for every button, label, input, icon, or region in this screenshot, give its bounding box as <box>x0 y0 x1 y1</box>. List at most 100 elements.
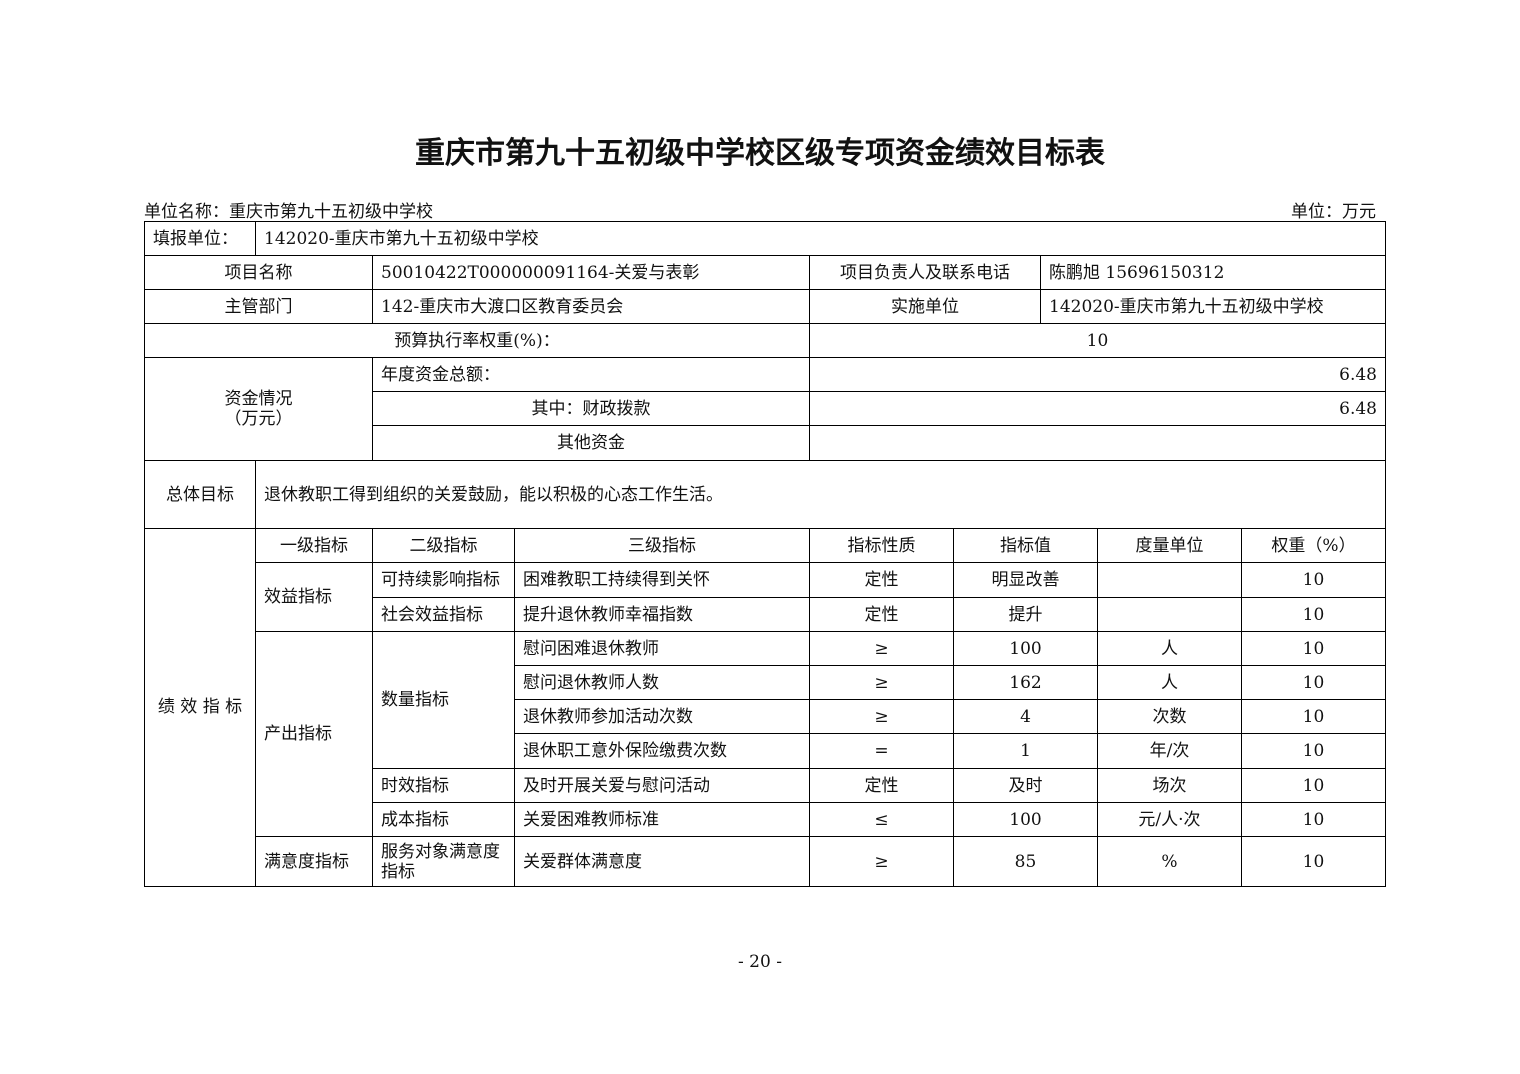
fill-unit-value: 142020-重庆市第九十五初级中学校 <box>255 221 1386 256</box>
unit-name: 单位名称：重庆市第九十五初级中学校 <box>144 202 433 222</box>
impl-label: 实施单位 <box>809 289 1041 324</box>
table-row: 成本指标 关爱困难教师标准 ≤100 元/人·次 10 <box>145 802 1386 837</box>
header-l2: 二级指标 <box>372 528 515 563</box>
table-row: 社会效益指标 提升退休教师幸福指数 定性 提升 10 <box>145 597 1386 632</box>
goal-label: 总体目标 <box>144 460 256 529</box>
weight-cell: 10 <box>1241 631 1386 666</box>
other-value <box>809 425 1386 461</box>
l3-cell: 困难教职工持续得到关怀 <box>514 562 810 598</box>
project-name-label: 项目名称 <box>144 255 373 290</box>
dept-label: 主管部门 <box>144 289 373 324</box>
unit-cell: 次数 <box>1097 699 1242 734</box>
perf-label: 绩 效 指 标 <box>144 528 256 887</box>
nature-cell: ≥ <box>809 631 954 666</box>
funds-label: 资金情况 <box>224 389 293 409</box>
value-cell: 1 <box>953 733 1098 769</box>
unit-cell: % <box>1097 836 1242 887</box>
header-value: 指标值 <box>953 528 1098 563</box>
weight-cell: 10 <box>1241 733 1386 769</box>
contact-value: 陈鹏旭 15696150312 <box>1040 255 1386 290</box>
l3-cell: 提升退休教师幸福指数 <box>514 597 810 632</box>
group-l2: 社会效益指标 <box>372 597 515 632</box>
l3-cell: 及时开展关爱与慰问活动 <box>514 768 810 803</box>
nature-cell: 定性 <box>809 562 954 598</box>
table-row: 退休教师参加活动次数 ≥4 次数 10 <box>145 699 1386 734</box>
nature-cell: ≥ <box>809 665 954 700</box>
other-label: 其他资金 <box>372 425 810 461</box>
page-title: 重庆市第九十五初级中学校区级专项资金绩效目标表 <box>415 136 1105 171</box>
unit-cell: 人 <box>1097 665 1242 700</box>
value-cell: 100 <box>953 802 1098 837</box>
group-l2: 可持续影响指标 <box>372 562 515 598</box>
weight-cell: 10 <box>1241 562 1386 598</box>
funds-label-cell: 资金情况 （万元） <box>144 357 373 461</box>
unit-cell <box>1097 597 1242 632</box>
value-cell: 4 <box>953 699 1098 734</box>
dept-value: 142-重庆市大渡口区教育委员会 <box>372 289 810 324</box>
l3-cell: 慰问困难退休教师 <box>514 631 810 666</box>
l3-cell: 关爱困难教师标准 <box>514 802 810 837</box>
group-l2: 时效指标 <box>372 768 515 803</box>
group-l1: 满意度指标 <box>255 836 373 887</box>
weight-cell: 10 <box>1241 699 1386 734</box>
header-weight: 权重（%） <box>1241 528 1386 563</box>
nature-cell: 定性 <box>809 768 954 803</box>
l3-cell: 退休教师参加活动次数 <box>514 699 810 734</box>
value-cell: 162 <box>953 665 1098 700</box>
fiscal-value: 6.48 <box>809 391 1386 426</box>
header-nature: 指标性质 <box>809 528 954 563</box>
group-l1: 效益指标 <box>255 562 373 632</box>
nature-cell: 定性 <box>809 597 954 632</box>
unit-measure: 单位：万元 <box>1291 202 1376 222</box>
funds-unit: （万元） <box>224 409 293 429</box>
annual-total-label: 年度资金总额： <box>372 357 810 392</box>
header-l3: 三级指标 <box>514 528 810 563</box>
page-number: - 20 - <box>738 952 782 972</box>
nature-cell: = <box>809 733 954 769</box>
group-l2: 成本指标 <box>372 802 515 837</box>
goal-value: 退休教职工得到组织的关爱鼓励，能以积极的心态工作生活。 <box>255 460 1386 529</box>
value-cell: 明显改善 <box>953 562 1098 598</box>
project-name-value: 50010422T000000091164-关爱与表彰 <box>372 255 810 290</box>
value-cell: 及时 <box>953 768 1098 803</box>
unit-cell: 年/次 <box>1097 733 1242 769</box>
table-row: 慰问退休教师人数 ≥162 人 10 <box>145 665 1386 700</box>
group-l2: 服务对象满意度指标 <box>372 836 515 887</box>
value-cell: 提升 <box>953 597 1098 632</box>
fiscal-label: 其中：财政拨款 <box>372 391 810 426</box>
budget-rate-value: 10 <box>809 323 1386 358</box>
nature-cell: ≥ <box>809 699 954 734</box>
group-l2: 数量指标 <box>372 631 515 769</box>
header-unit: 度量单位 <box>1097 528 1242 563</box>
table-row: 时效指标 及时开展关爱与慰问活动 定性 及时 场次 10 <box>145 768 1386 803</box>
group-l1: 产出指标 <box>255 631 373 837</box>
unit-cell: 场次 <box>1097 768 1242 803</box>
unit-cell: 元/人·次 <box>1097 802 1242 837</box>
unit-cell: 人 <box>1097 631 1242 666</box>
performance-table: 填报单位： 142020-重庆市第九十五初级中学校 项目名称 50010422T… <box>144 221 1386 887</box>
l3-cell: 关爱群体满意度 <box>514 836 810 887</box>
weight-cell: 10 <box>1241 665 1386 700</box>
annual-total-value: 6.48 <box>809 357 1386 392</box>
weight-cell: 10 <box>1241 597 1386 632</box>
table-row: 效益指标 可持续影响指标 困难教职工持续得到关怀 定性 明显改善 10 <box>145 562 1386 632</box>
fill-unit-label: 填报单位： <box>144 221 256 256</box>
contact-label: 项目负责人及联系电话 <box>809 255 1041 290</box>
unit-cell <box>1097 562 1242 598</box>
table-row: 退休职工意外保险缴费次数 = 1 年/次 10 <box>145 733 1386 769</box>
weight-cell: 10 <box>1241 802 1386 837</box>
nature-cell: ≤ <box>809 802 954 837</box>
l3-cell: 慰问退休教师人数 <box>514 665 810 700</box>
weight-cell: 10 <box>1241 768 1386 803</box>
l3-cell: 退休职工意外保险缴费次数 <box>514 733 810 769</box>
table-row: 满意度指标 服务对象满意度指标 关爱群体满意度 ≥85% 10 <box>145 836 1386 887</box>
nature-cell: ≥ <box>809 836 954 887</box>
header-l1: 一级指标 <box>255 528 373 563</box>
value-cell: 100 <box>953 631 1098 666</box>
impl-value: 142020-重庆市第九十五初级中学校 <box>1040 289 1386 324</box>
value-cell: 85 <box>953 836 1098 887</box>
budget-rate-label: 预算执行率权重(%)： <box>144 323 810 358</box>
table-row: 产出指标 数量指标 慰问困难退休教师 ≥100 人 10 <box>145 631 1386 837</box>
weight-cell: 10 <box>1241 836 1386 887</box>
